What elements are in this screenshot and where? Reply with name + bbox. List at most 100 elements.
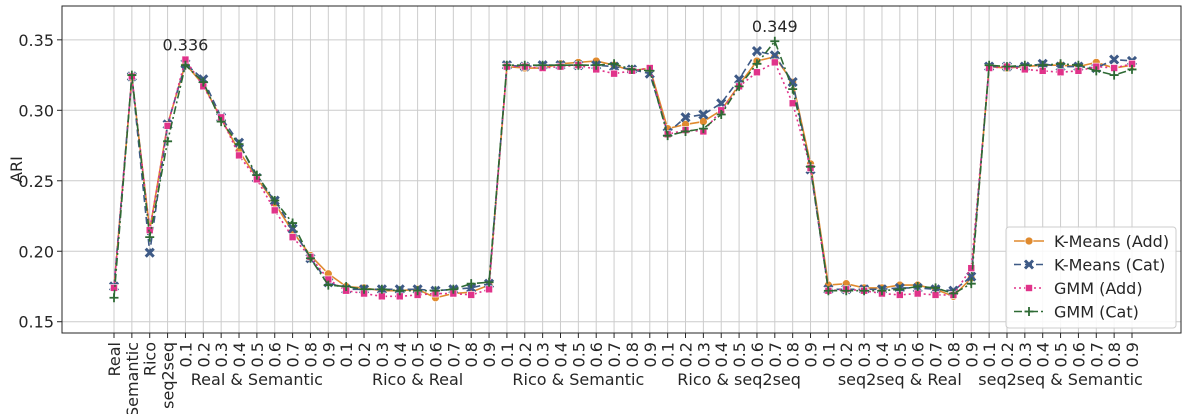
data-point <box>752 59 762 69</box>
data-point <box>485 285 493 294</box>
data-point <box>180 60 190 70</box>
data-point <box>198 77 208 87</box>
x-tick-label: 0.9 <box>641 342 660 367</box>
x-tick-label: 0.4 <box>230 342 249 367</box>
data-point <box>341 281 351 291</box>
series-line <box>113 55 1133 299</box>
series-line <box>113 57 1133 298</box>
data-point <box>270 196 280 206</box>
legend-label: K-Means (Add) <box>1054 232 1169 251</box>
series <box>109 52 1137 303</box>
data-point <box>555 60 565 70</box>
data-point <box>270 206 279 215</box>
x-tick-label: 0.6 <box>909 342 928 367</box>
x-tick-label: 0.6 <box>266 342 285 367</box>
data-point <box>913 281 923 291</box>
annotation-label: 0.349 <box>752 17 798 36</box>
x-tick-label: 0.1 <box>659 342 678 367</box>
data-point <box>1002 62 1012 72</box>
x-tick-label: 0.1 <box>819 342 838 367</box>
data-point <box>681 126 691 136</box>
x-tick-label: 0.4 <box>1034 342 1053 367</box>
x-tick-label: 0.5 <box>569 342 588 367</box>
data-point <box>734 81 744 91</box>
x-tick-label: 0.3 <box>373 342 392 367</box>
data-point <box>1056 59 1066 69</box>
data-point <box>788 84 798 94</box>
data-point <box>466 279 476 289</box>
x-tick-label: 0.2 <box>998 342 1017 367</box>
plot-frame <box>61 5 1182 334</box>
x-axis: RealSemanticRicoseq2seq0.10.20.30.40.50.… <box>105 333 1142 414</box>
data-point <box>698 124 708 134</box>
x-tick-label: 0.7 <box>1087 342 1106 367</box>
data-point <box>1109 70 1119 80</box>
data-point <box>287 223 298 234</box>
data-point <box>787 77 798 88</box>
x-tick-label: 0.4 <box>391 342 410 367</box>
x-tick-label: 0.2 <box>837 342 856 367</box>
data-point <box>823 286 833 296</box>
data-point <box>305 253 315 263</box>
group-label: Real & Semantic <box>191 370 323 389</box>
data-point <box>216 117 226 127</box>
x-tick-label: 0.9 <box>962 342 981 367</box>
data-point <box>288 218 298 228</box>
data-point <box>663 131 673 141</box>
x-tick-label: 0.5 <box>891 342 910 367</box>
x-tick-label: 0.5 <box>409 342 428 367</box>
x-tick-label: 0.9 <box>1123 342 1142 367</box>
legend-label: GMM (Cat) <box>1054 303 1139 322</box>
x-tick-label: 0.8 <box>623 342 642 367</box>
x-tick-label: seq2seq <box>159 342 178 409</box>
data-point <box>109 293 119 303</box>
data-point <box>144 247 155 258</box>
x-tick-label: 0.6 <box>748 342 767 367</box>
x-tick-label: 0.1 <box>980 342 999 367</box>
x-tick-label: 0.8 <box>1105 342 1124 367</box>
data-point <box>1073 60 1083 70</box>
data-point <box>610 69 618 78</box>
group-label: Rico & seq2seq <box>677 370 801 389</box>
x-tick-label: 0.3 <box>694 342 713 367</box>
data-point <box>1020 60 1030 70</box>
data-point <box>716 110 726 120</box>
data-point <box>948 289 958 299</box>
series <box>110 55 1136 301</box>
group-label: seq2seq & Semantic <box>978 370 1143 389</box>
y-tick-label: 0.20 <box>18 242 54 261</box>
data-point <box>127 70 137 80</box>
x-tick-label: 0.3 <box>534 342 553 367</box>
series-line <box>113 39 1133 298</box>
x-tick-label: 0.5 <box>248 342 267 367</box>
x-tick-label: 0.8 <box>944 342 963 367</box>
data-point <box>252 170 262 180</box>
x-tick-label: 0.2 <box>677 342 696 367</box>
data-point <box>895 284 905 294</box>
data-point <box>323 280 333 290</box>
data-point <box>877 286 887 296</box>
x-tick-label: 0.3 <box>1016 342 1035 367</box>
x-tick-label: 0.1 <box>498 342 517 367</box>
series <box>108 46 1138 296</box>
y-tick-label: 0.35 <box>18 31 54 50</box>
data-point <box>591 60 601 70</box>
data-point <box>573 60 583 70</box>
data-point <box>1024 236 1034 246</box>
data-point <box>966 271 977 282</box>
data-point <box>967 264 976 272</box>
data-point <box>769 50 780 61</box>
x-tick-label: 0.6 <box>587 342 606 367</box>
data-point <box>413 286 423 296</box>
x-tick-label: 0.7 <box>927 342 946 367</box>
x-tick-label: 0.4 <box>551 342 570 367</box>
group-label: Rico & Semantic <box>512 370 644 389</box>
x-tick-label: 0.8 <box>784 342 803 367</box>
x-tick-label: 0.8 <box>301 342 320 367</box>
y-tick-label: 0.25 <box>18 172 54 191</box>
data-point <box>1038 60 1048 70</box>
data-point <box>1110 64 1118 72</box>
x-tick-label: 0.2 <box>516 342 535 367</box>
x-tick-label: 0.7 <box>284 342 303 367</box>
x-tick-label: 0.7 <box>766 342 785 367</box>
